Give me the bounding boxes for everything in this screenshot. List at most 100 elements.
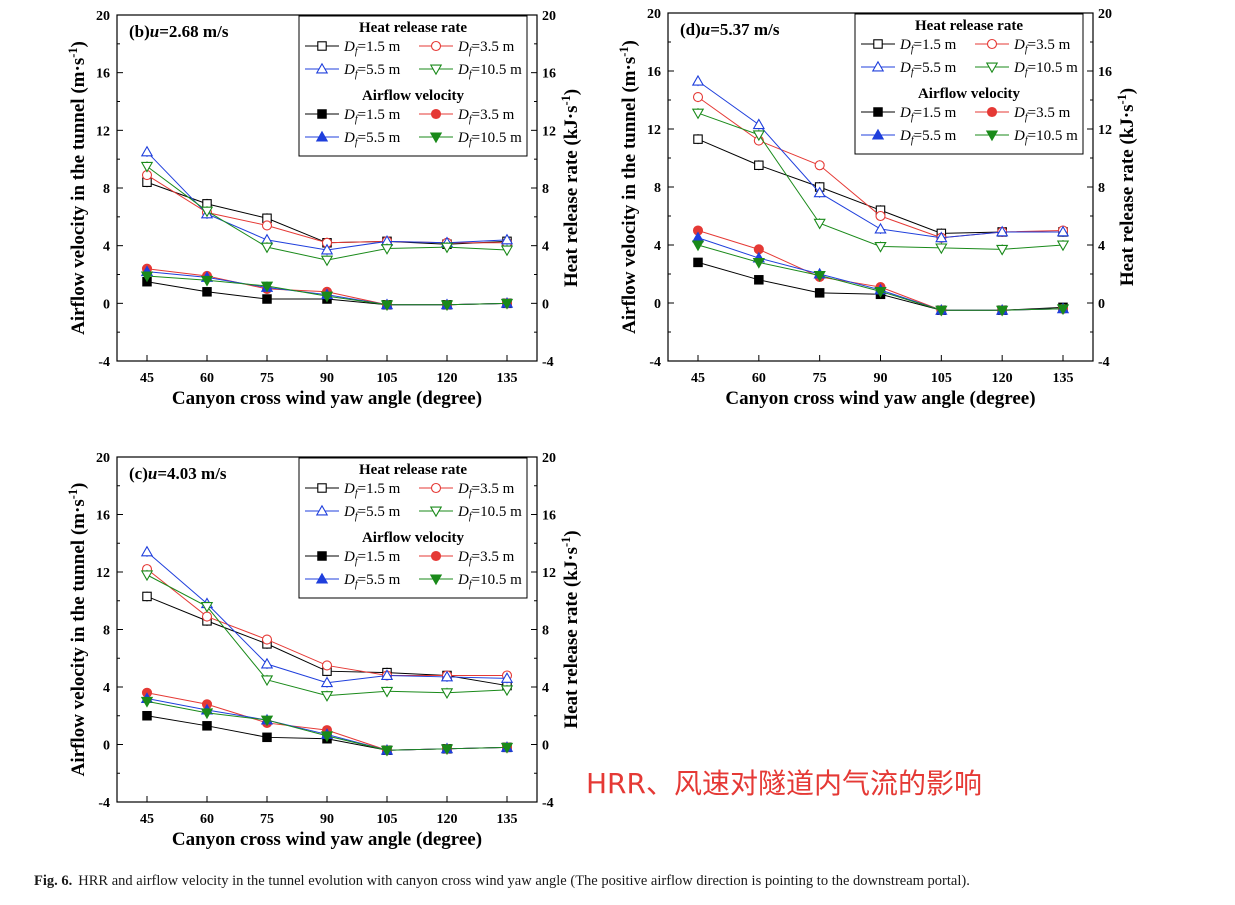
data-point	[440, 300, 454, 312]
data-point	[935, 243, 948, 255]
data-point	[140, 161, 154, 173]
y-axis-label-right: Heat release rate (kJ·s-1)	[1115, 88, 1138, 286]
legend-marker	[871, 60, 885, 72]
x-tick-label: 60	[752, 371, 766, 386]
data-point	[261, 220, 273, 231]
x-tick-label: 45	[140, 812, 154, 827]
y-axis-label-left: Airflow velocity in the tunnel (m·s-1)	[66, 41, 89, 335]
legend-label: Df=10.5 m	[457, 504, 522, 522]
caption-label: Fig. 6.	[34, 873, 73, 889]
data-point	[262, 732, 272, 743]
data-point	[200, 275, 214, 287]
y-tick-label-right: 8	[1098, 181, 1105, 196]
data-point	[692, 92, 704, 103]
data-point	[202, 721, 212, 731]
y-tick-label-right: 20	[1098, 7, 1112, 22]
data-point	[140, 696, 154, 708]
legend-group-title: Heat release rate	[359, 20, 467, 36]
x-tick-label: 90	[874, 371, 888, 386]
data-point	[142, 710, 152, 721]
data-point	[320, 243, 334, 255]
data-point	[140, 271, 154, 283]
y-tick-label-left: 20	[647, 7, 661, 22]
series-line	[146, 181, 508, 245]
data-point	[752, 257, 765, 269]
chart-panel-c: -4 -4 0 0 4 4 8 8 12 12 16 16 20 20 45 60 75 90 105 120 135 C…	[66, 451, 582, 850]
data-point	[500, 672, 514, 683]
y-tick-label-left: 16	[96, 509, 110, 524]
x-tick-label: 135	[1053, 371, 1074, 386]
legend-label: Df=1.5 m	[343, 481, 401, 499]
data-point	[320, 291, 334, 303]
legend-marker	[317, 41, 327, 51]
y-tick-label-right: 20	[542, 451, 556, 466]
legend-label: Df=10.5 m	[1013, 128, 1078, 146]
data-point	[261, 634, 273, 645]
series-airflow-velocity-7	[140, 696, 514, 757]
data-point	[140, 145, 154, 157]
data-point	[813, 270, 826, 282]
y-tick-label-left: 4	[103, 681, 110, 696]
chart-panel-d: -4 -4 0 0 4 4 8 8 12 12 16 16 20 20 45 60 75 90 105 120 135 C…	[617, 7, 1138, 409]
legend-marker	[317, 483, 327, 493]
legend-group-title: Airflow velocity	[918, 86, 1021, 102]
y-tick-label-right: 0	[1098, 297, 1105, 312]
data-point	[500, 742, 514, 754]
data-point	[380, 244, 394, 255]
legend-group-title: Airflow velocity	[362, 530, 465, 546]
x-axis-label: Canyon cross wind yaw angle (degree)	[725, 388, 1035, 409]
y-tick-label-left: 16	[647, 65, 661, 80]
y-tick-label-left: 16	[96, 67, 110, 82]
y-tick-label-right: -4	[542, 355, 554, 370]
data-point	[380, 300, 394, 312]
y-tick-label-left: 0	[654, 297, 661, 312]
data-point	[935, 305, 948, 317]
y-tick-label-left: 4	[654, 239, 661, 254]
legend-label: Df=3.5 m	[457, 107, 515, 125]
y-tick-label-left: 20	[96, 451, 110, 466]
legend-marker	[429, 64, 443, 76]
data-point	[260, 675, 274, 687]
legend-label: Df=3.5 m	[457, 39, 515, 57]
legend: Heat release rate Df=1.5 m Df=3.5 m Df=5.5 …	[298, 15, 528, 157]
legend: Heat release rate Df=1.5 m Df=3.5 m Df=5.5 …	[298, 457, 528, 599]
x-tick-label: 90	[320, 371, 334, 386]
legend-marker	[430, 550, 442, 562]
data-point	[200, 602, 214, 613]
y-tick-label-right: 0	[542, 739, 549, 754]
data-point	[813, 218, 826, 230]
data-point	[1056, 304, 1070, 316]
y-tick-label-right: 20	[542, 9, 556, 24]
y-tick-label-left: 12	[647, 123, 661, 138]
legend-label: Df=10.5 m	[457, 62, 522, 80]
x-tick-label: 105	[377, 371, 398, 386]
legend-label: Df=5.5 m	[343, 572, 401, 590]
data-point	[200, 708, 214, 720]
legend-label: Df=1.5 m	[899, 37, 957, 55]
y-tick-label-right: 4	[542, 240, 549, 255]
y-tick-label-right: 12	[1098, 123, 1112, 138]
x-tick-label: 135	[497, 812, 518, 827]
data-point	[1056, 225, 1070, 237]
data-point	[814, 160, 825, 171]
y-tick-label-left: 8	[103, 182, 110, 197]
data-point	[320, 731, 334, 743]
x-tick-label: 45	[140, 371, 154, 386]
data-point	[440, 670, 454, 682]
legend-label: Df=5.5 m	[343, 62, 401, 80]
data-point	[752, 130, 765, 142]
y-tick-label-right: 8	[542, 182, 549, 197]
data-point	[754, 160, 764, 171]
data-point	[440, 242, 454, 254]
x-tick-label: 120	[992, 371, 1013, 386]
legend-marker	[985, 62, 999, 74]
caption-text: HRR and airflow velocity in the tunnel e…	[78, 873, 970, 889]
data-point	[260, 242, 274, 254]
chart-panel-b: -4 -4 0 0 4 4 8 8 12 12 16 16 20 20 45 60 75 90 105 120 135 C…	[66, 9, 582, 409]
data-point	[260, 657, 274, 669]
data-point	[500, 298, 514, 310]
data-point	[380, 686, 394, 698]
legend-box	[854, 13, 1084, 155]
legend-marker	[986, 106, 998, 118]
data-point	[691, 74, 705, 86]
